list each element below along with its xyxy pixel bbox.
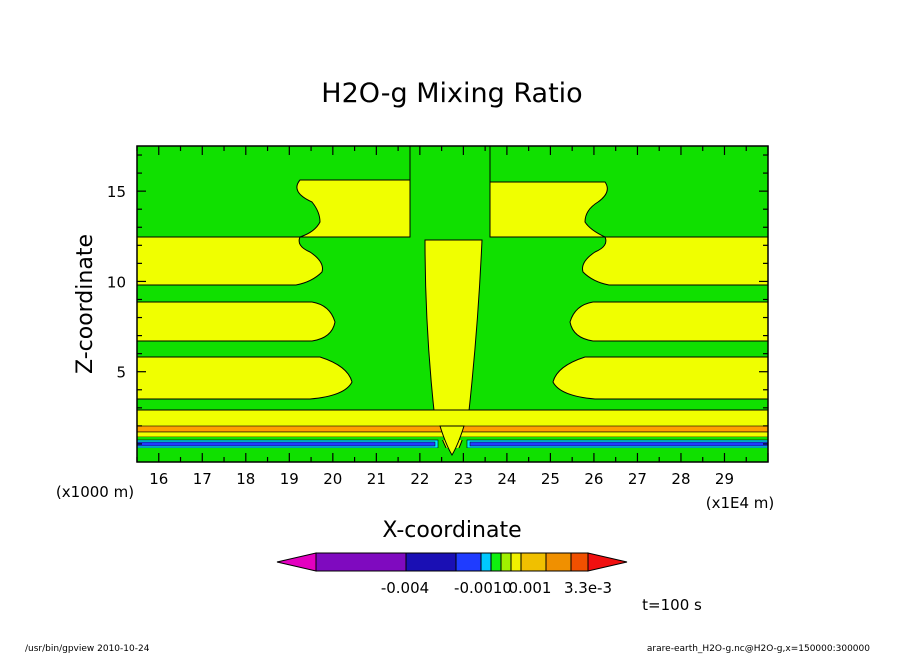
yellow-band-low bbox=[137, 409, 768, 428]
yellow-band-right-3 bbox=[552, 356, 768, 400]
x-tick-label: 18 bbox=[236, 470, 255, 488]
yellow-band-left-2 bbox=[137, 301, 336, 342]
x-tick-label: 23 bbox=[454, 470, 473, 488]
footer-left: /usr/bin/gpview 2010-10-24 bbox=[25, 644, 150, 654]
y-tick-label: 5 bbox=[116, 364, 126, 382]
colorbar-segment bbox=[500, 552, 512, 572]
yellow-band-left-1 bbox=[137, 236, 323, 286]
plot-area bbox=[137, 146, 768, 462]
y-axis-unit: (x1000 m) bbox=[56, 483, 134, 501]
y-tick-label: 10 bbox=[107, 273, 126, 291]
x-ticks: 16 17 18 19 20 21 22 23 24 25 26 27 28 29 bbox=[136, 146, 769, 488]
colorbar-label-4: 3.3e-3 bbox=[564, 579, 612, 597]
colorbar-label-1: -0.004 bbox=[381, 579, 429, 597]
colorbar-segment bbox=[570, 552, 589, 572]
x-tick-label: 24 bbox=[497, 470, 516, 488]
yellow-band-left-3 bbox=[137, 356, 353, 400]
colorbar-segment bbox=[520, 552, 547, 572]
x-tick-label: 27 bbox=[628, 470, 647, 488]
colorbar-segment bbox=[315, 552, 407, 572]
x-tick-label: 25 bbox=[541, 470, 560, 488]
y-tick-label: 15 bbox=[107, 183, 126, 201]
plume-base bbox=[439, 425, 465, 456]
colorbar-segment bbox=[490, 552, 502, 572]
x-tick-label: 20 bbox=[323, 470, 342, 488]
x-tick-label: 16 bbox=[149, 470, 168, 488]
x-axis-label: X-coordinate bbox=[382, 518, 521, 543]
x-tick-label: 17 bbox=[193, 470, 212, 488]
time-label: t=100 s bbox=[642, 596, 702, 614]
chart-title: H2O-g Mixing Ratio bbox=[321, 78, 582, 109]
colorbar-segment bbox=[480, 552, 492, 572]
yellow-band-right-1 bbox=[582, 236, 768, 286]
x-tick-label: 19 bbox=[280, 470, 299, 488]
y-ticks: 5 10 15 bbox=[107, 154, 768, 445]
colorbar bbox=[276, 552, 628, 572]
footer-right: arare-earth_H2O-g.nc@H2O-g,x=150000:3000… bbox=[647, 644, 870, 654]
yellow-band-upper-left bbox=[296, 146, 411, 238]
yellow-band-right-2 bbox=[569, 301, 768, 342]
plot-frame bbox=[136, 145, 769, 463]
colorbar-labels: -0.004 -0.0010 0.001 3.3e-3 bbox=[381, 579, 612, 597]
x-tick-label: 28 bbox=[671, 470, 690, 488]
colorbar-segment bbox=[455, 552, 482, 572]
x-tick-label: 26 bbox=[584, 470, 603, 488]
colorbar-segment bbox=[510, 552, 522, 572]
colorbar-label-3: 0.001 bbox=[509, 579, 552, 597]
x-tick-label: 22 bbox=[410, 470, 429, 488]
yellow-band-upper-right bbox=[489, 146, 608, 238]
blue-line-left bbox=[137, 441, 436, 447]
colorbar-label-2: -0.0010 bbox=[454, 579, 512, 597]
x-tick-label: 29 bbox=[715, 470, 734, 488]
x-axis-unit: (x1E4 m) bbox=[706, 494, 775, 512]
colorbar-segment bbox=[405, 552, 457, 572]
y-axis-label: Z-coordinate bbox=[73, 234, 98, 374]
colorbar-arrow-right bbox=[587, 552, 628, 572]
colorbar-arrow-left bbox=[276, 552, 317, 572]
colorbar-segment bbox=[545, 552, 572, 572]
blue-line-right bbox=[469, 441, 768, 447]
x-tick-label: 21 bbox=[367, 470, 386, 488]
